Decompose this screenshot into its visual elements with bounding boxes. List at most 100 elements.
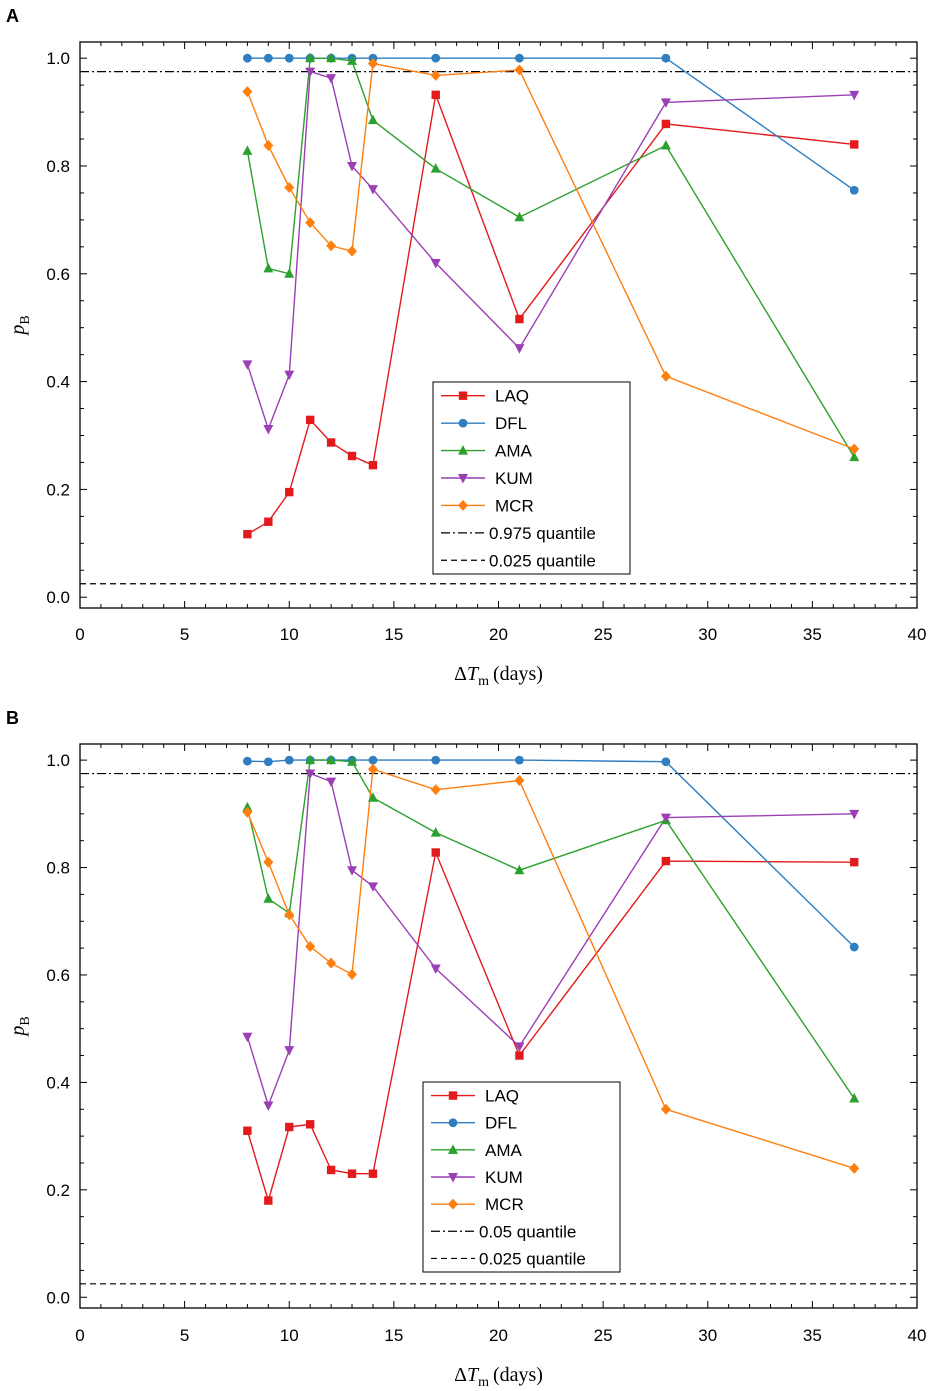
- legend-marker-dfl: [448, 1118, 458, 1128]
- data-point-kum: [284, 1046, 295, 1056]
- y-tick-label: 0.2: [46, 480, 70, 499]
- data-point-kum: [242, 1032, 253, 1043]
- series-line-dfl: [247, 759, 855, 948]
- data-point-kum: [326, 777, 337, 788]
- data-point-ama: [347, 756, 358, 766]
- data-point-ama: [514, 864, 525, 875]
- data-point-mcr: [430, 69, 441, 81]
- data-point-dfl: [368, 755, 378, 765]
- data-point-kum: [305, 67, 316, 78]
- data-point-mcr: [263, 139, 274, 151]
- data-point-ama: [430, 163, 441, 173]
- data-point-mcr: [849, 443, 860, 455]
- data-point-mcr: [305, 217, 316, 229]
- data-point-mcr: [284, 909, 295, 921]
- x-tick-label: 15: [384, 1326, 403, 1345]
- data-point-ama: [263, 893, 274, 903]
- data-point-kum: [305, 769, 316, 780]
- data-point-laq: [850, 857, 859, 867]
- data-point-mcr: [660, 1103, 671, 1115]
- data-point-ama: [367, 114, 378, 125]
- legend-label: MCR: [485, 1195, 524, 1214]
- data-point-dfl: [661, 53, 671, 63]
- data-point-mcr: [326, 240, 337, 252]
- data-point-laq: [326, 1165, 336, 1175]
- data-point-mcr: [347, 245, 358, 257]
- data-point-kum: [347, 161, 358, 172]
- data-point-dfl: [431, 53, 441, 63]
- x-tick-label: 30: [698, 625, 717, 644]
- data-point-laq: [264, 1196, 273, 1205]
- data-point-laq: [368, 1169, 378, 1178]
- legend-label: DFL: [485, 1114, 517, 1133]
- legend-label: 0.05 quantile: [479, 1222, 576, 1241]
- data-point-dfl: [849, 942, 859, 952]
- data-point-ama: [284, 268, 295, 278]
- series-line-dfl: [247, 57, 855, 191]
- y-tick-label: 0.4: [46, 373, 70, 392]
- data-point-ama: [263, 262, 274, 273]
- x-tick-label: 0: [75, 1326, 84, 1345]
- data-point-mcr: [514, 775, 525, 787]
- y-tick-label: 1.0: [46, 751, 70, 770]
- x-tick-label: 10: [280, 625, 299, 644]
- data-point-laq: [368, 460, 378, 470]
- x-tick-label: 25: [594, 625, 613, 644]
- data-point-ama: [849, 451, 860, 462]
- data-point-laq: [243, 529, 252, 539]
- data-point-kum: [263, 425, 274, 435]
- data-point-kum: [514, 1042, 525, 1052]
- legend-marker-ama: [458, 445, 468, 455]
- data-point-dfl: [243, 53, 252, 63]
- data-point-kum: [367, 882, 378, 892]
- legend: LAQ DFL AMA KUM MCR 0.05 quantile 0.025 quanti…: [422, 1081, 621, 1273]
- legend-label: LAQ: [495, 387, 529, 406]
- data-point-kum: [284, 370, 295, 381]
- x-tick-label: 0: [75, 625, 84, 644]
- data-point-dfl: [263, 757, 273, 767]
- data-point-kum: [660, 813, 671, 824]
- data-point-laq: [285, 487, 294, 497]
- data-point-dfl: [284, 53, 294, 63]
- data-point-laq: [431, 848, 440, 857]
- x-tick-label: 5: [180, 625, 189, 644]
- data-point-kum: [514, 344, 525, 354]
- data-point-kum: [326, 74, 337, 84]
- x-tick-label: 30: [698, 1326, 717, 1345]
- data-point-ama: [305, 754, 316, 765]
- legend-marker-kum: [458, 474, 468, 484]
- data-point-mcr: [242, 806, 253, 818]
- legend-label: 0.975 quantile: [489, 524, 596, 543]
- data-point-laq: [515, 1051, 524, 1060]
- y-tick-label: 0.8: [46, 859, 70, 878]
- data-point-kum: [849, 809, 860, 820]
- data-point-laq: [285, 1122, 294, 1132]
- x-tick-label: 40: [908, 1326, 927, 1345]
- series-line-kum: [246, 772, 855, 1108]
- y-tick-label: 0.0: [46, 588, 70, 607]
- legend-marker-kum: [448, 1173, 458, 1183]
- legend-label: AMA: [485, 1141, 523, 1160]
- data-point-mcr: [367, 763, 378, 775]
- data-point-ama: [305, 52, 316, 63]
- data-point-mcr: [326, 957, 337, 969]
- legend-marker-mcr: [448, 1198, 458, 1210]
- y-tick-label: 0.6: [46, 265, 70, 284]
- legend: LAQ DFL AMA KUM MCR 0.975 quantile 0.025 quant…: [432, 381, 631, 575]
- data-point-laq: [326, 438, 336, 447]
- data-point-dfl: [515, 53, 524, 63]
- legend-label: 0.025 quantile: [479, 1249, 586, 1268]
- y-tick-label: 0.6: [46, 966, 70, 985]
- data-point-laq: [661, 119, 671, 129]
- data-point-mcr: [430, 784, 441, 796]
- y-tick-label: 0.4: [46, 1073, 70, 1092]
- panel-letter: A: [6, 6, 19, 26]
- data-point-laq: [431, 90, 440, 100]
- data-point-kum: [660, 98, 671, 108]
- y-tick-label: 0.0: [46, 1288, 70, 1307]
- x-tick-label: 15: [384, 625, 403, 644]
- data-point-dfl: [284, 755, 294, 765]
- x-axis-label: ΔTm (days): [454, 1364, 543, 1390]
- data-point-kum: [347, 866, 358, 876]
